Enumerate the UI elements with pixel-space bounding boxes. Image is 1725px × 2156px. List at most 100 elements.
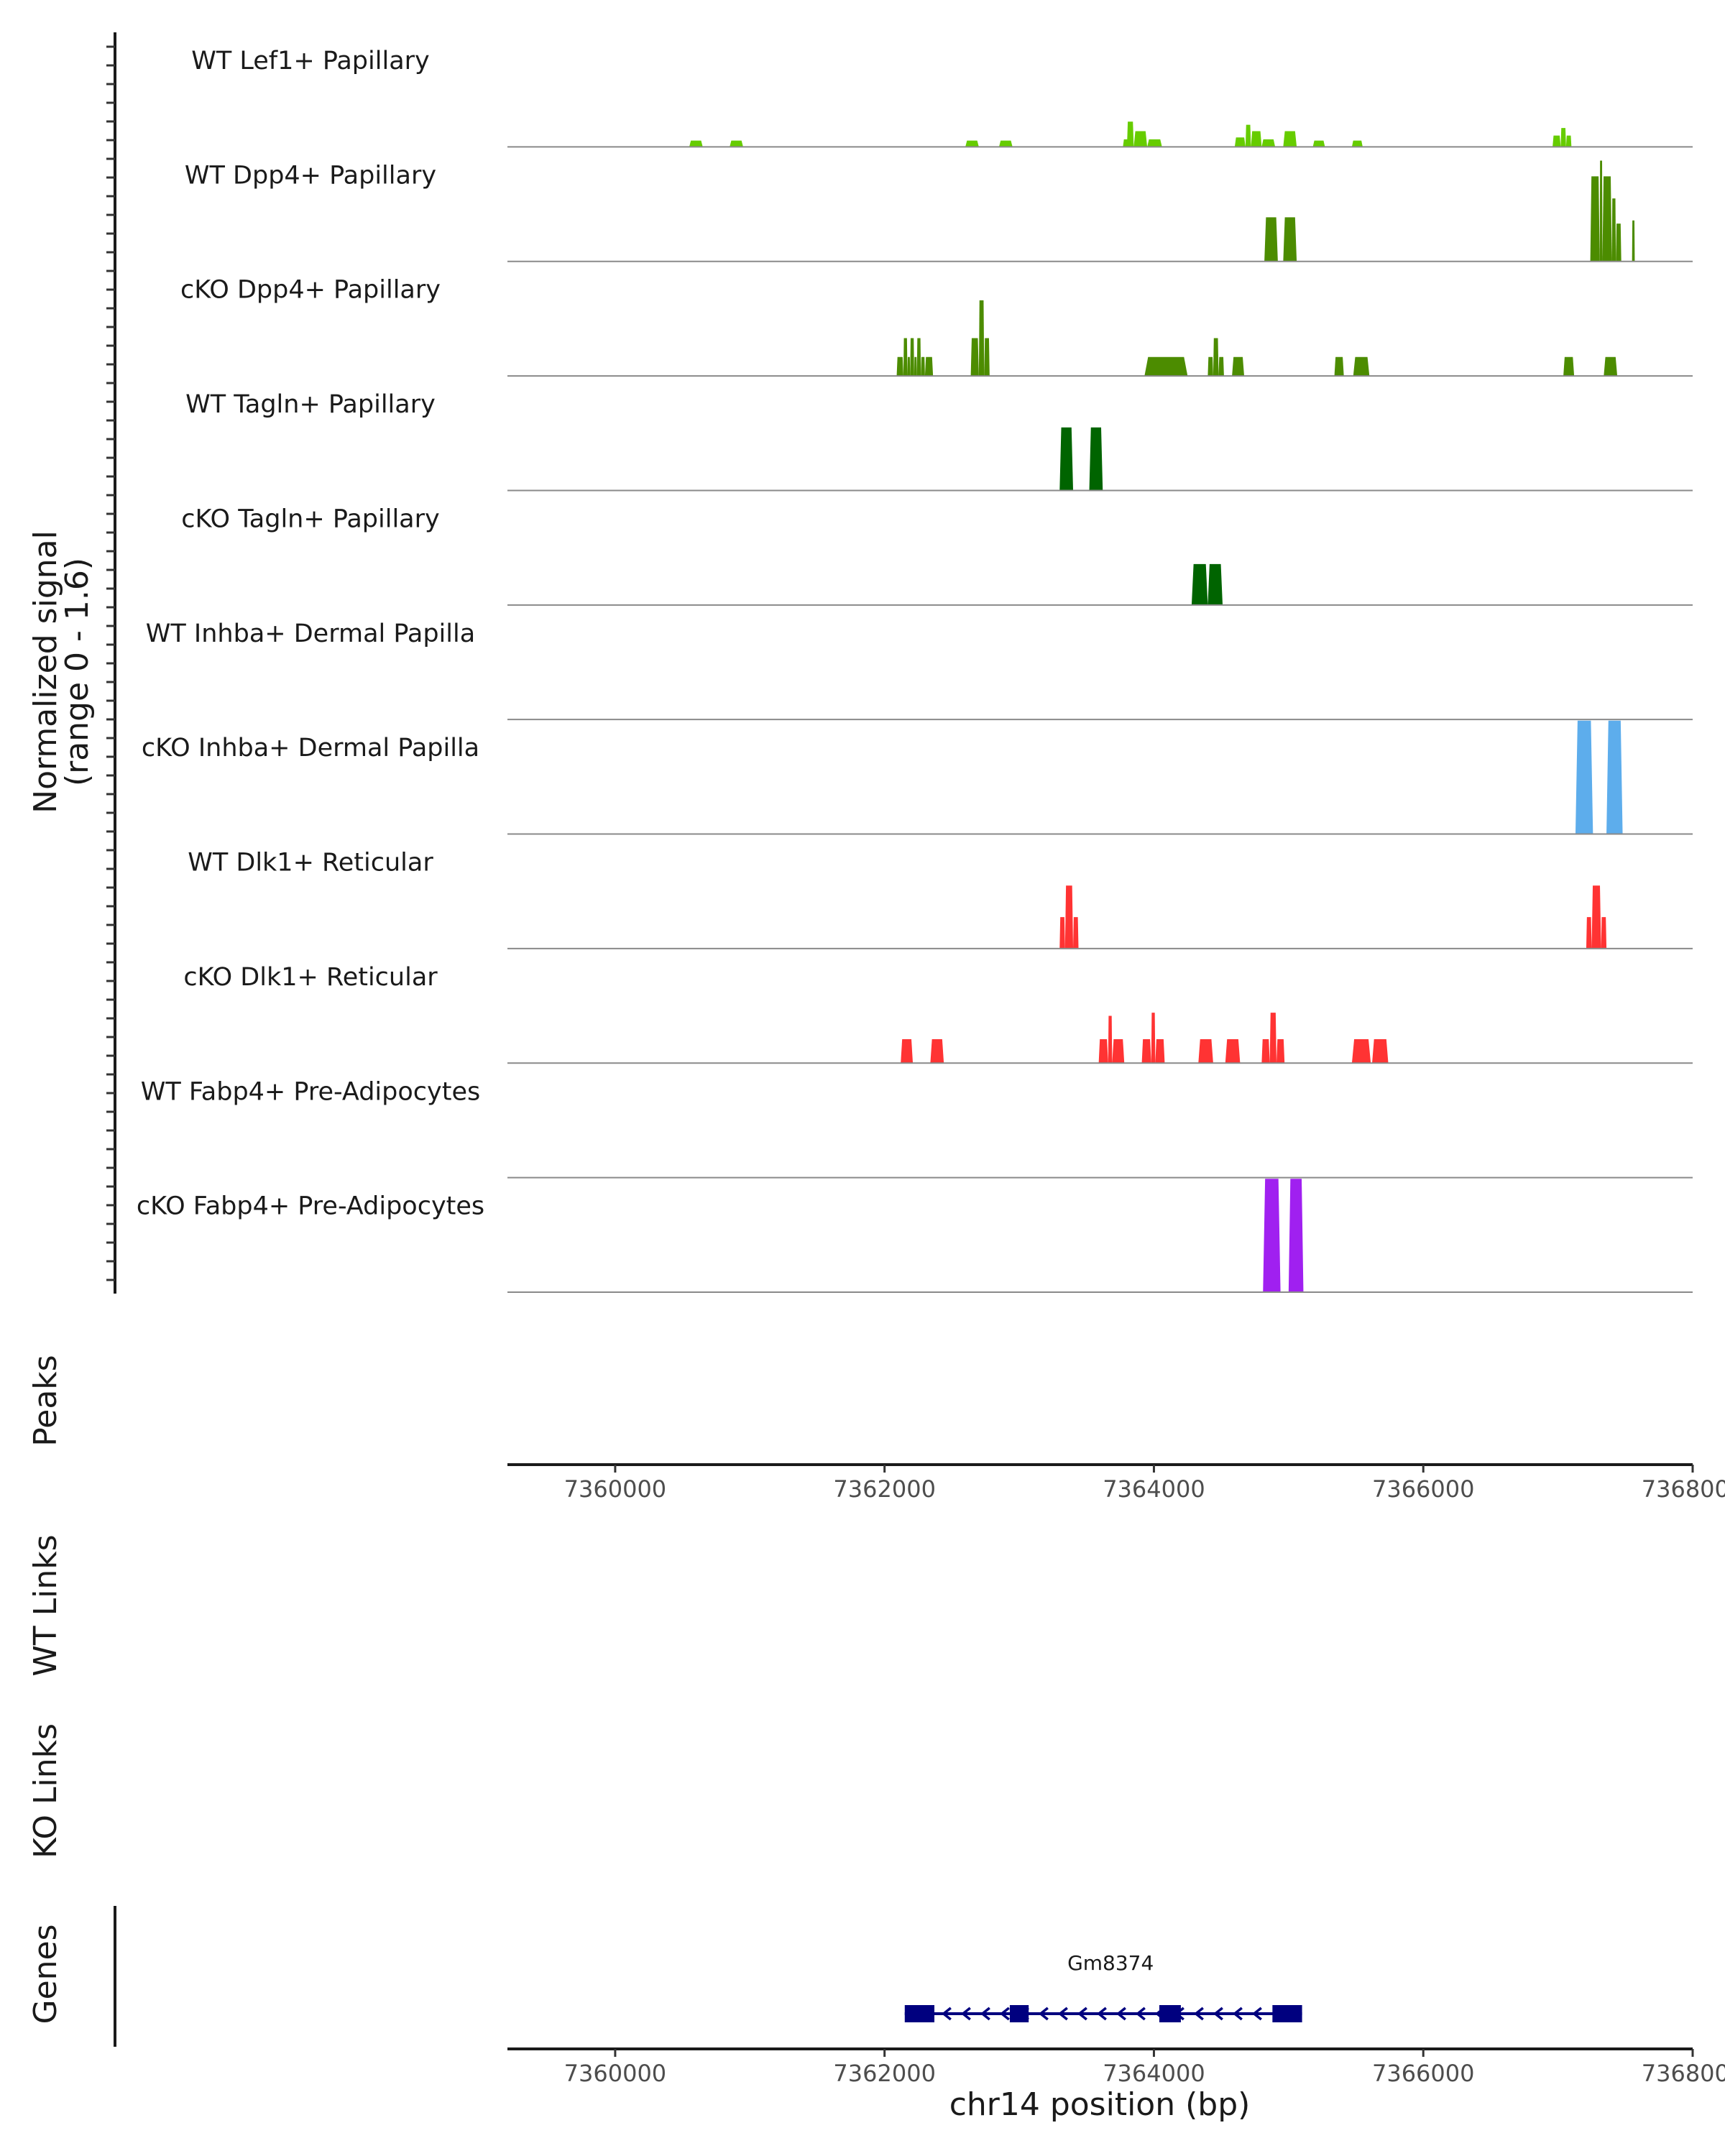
track-label: WT Dlk1+ Reticular xyxy=(188,849,433,877)
coverage-peak xyxy=(1611,198,1616,262)
panel-label-wt-links: WT Links xyxy=(27,1534,64,1676)
coverage-peak xyxy=(1155,1038,1165,1064)
panel-label-genes: Genes xyxy=(27,1924,64,2024)
track-label: WT Inhba+ Dermal Papilla xyxy=(146,619,475,648)
strand-arrow xyxy=(1232,2007,1243,2021)
coverage-peak xyxy=(689,140,703,147)
coverage-peak xyxy=(1599,160,1603,262)
track: cKO Fabp4+ Pre-Adipocytes xyxy=(137,1179,1693,1293)
coverage-peak xyxy=(914,356,917,377)
coverage-peak xyxy=(1133,131,1148,147)
panel-label-ko-links: KO Links xyxy=(27,1723,64,1858)
coverage-peak xyxy=(1208,356,1213,377)
coverage-peak xyxy=(1147,139,1162,147)
track: WT Fabp4+ Pre-Adipocytes xyxy=(141,1077,1693,1179)
x-tick-label: 7366000 xyxy=(1372,2060,1475,2087)
y-axis-range: (range 0 - 1.6) xyxy=(59,558,96,786)
gene-track: Gm8374 xyxy=(904,1951,1302,2022)
gene-exon xyxy=(1009,2005,1029,2022)
coverage-peak xyxy=(1351,140,1363,147)
gene-model: Gm8374 xyxy=(904,1951,1302,2022)
x-tick-label: 7362000 xyxy=(833,2060,936,2087)
strand-arrow xyxy=(1213,2007,1223,2021)
coverage-peak xyxy=(1616,224,1622,262)
coverage-peak xyxy=(1198,1038,1213,1064)
coverage-peak xyxy=(1264,217,1278,262)
coverage-peak xyxy=(1112,1038,1125,1064)
coverage-peak xyxy=(924,356,934,377)
coverage-peak xyxy=(1213,338,1219,377)
track-label: WT Lef1+ Papillary xyxy=(191,47,430,75)
panel-label-genes-text: Genes xyxy=(27,1924,64,2024)
coverage-peak xyxy=(1218,356,1224,377)
track-label: cKO Dlk1+ Reticular xyxy=(183,963,438,992)
track-label: WT Dpp4+ Papillary xyxy=(185,161,436,190)
panel-label-peaks-text: Peaks xyxy=(27,1355,64,1446)
coverage-peak xyxy=(1560,128,1566,147)
coverage-peak xyxy=(1283,131,1297,147)
coverage-peak xyxy=(1565,135,1572,147)
coverage-peak xyxy=(1064,885,1074,949)
gene-exon xyxy=(904,2005,935,2022)
x-tick-label: 7364000 xyxy=(1103,2060,1205,2087)
track: cKO Dpp4+ Papillary xyxy=(180,276,1693,377)
coverage-peak xyxy=(730,140,743,147)
x-tick-label: 7360000 xyxy=(564,1475,667,1503)
coverage-peak xyxy=(1144,356,1188,377)
coverage-peak xyxy=(1191,563,1208,605)
coverage-peak xyxy=(1372,1038,1389,1064)
y-axis-title-line2: (range 0 - 1.6) xyxy=(59,558,96,786)
strand-arrow xyxy=(999,2007,1010,2021)
coverage-peak xyxy=(965,140,979,147)
coverage-peak xyxy=(1263,1179,1281,1292)
coverage-tracks: WT Lef1+ Papillary WT Dpp4+ Papillary cKO … xyxy=(137,47,1693,1293)
strand-arrow xyxy=(1251,2007,1262,2021)
coverage-peak xyxy=(901,1038,914,1064)
coverage-peak xyxy=(1232,356,1245,377)
track-label: cKO Inhba+ Dermal Papilla xyxy=(142,734,479,763)
strand-arrow xyxy=(1096,2007,1107,2021)
coverage-peak xyxy=(1552,135,1561,147)
coverage-peak xyxy=(907,356,911,377)
gene-exon xyxy=(1272,2005,1302,2022)
coverage-peak xyxy=(978,300,985,377)
gene-name-label: Gm8374 xyxy=(1067,1951,1154,1975)
coverage-peak xyxy=(998,140,1013,147)
coverage-peak xyxy=(1604,356,1618,377)
coverage-peak xyxy=(1251,131,1262,147)
strand-arrow xyxy=(960,2007,971,2021)
coverage-peak xyxy=(1283,217,1297,262)
coverage-peak xyxy=(1288,1179,1304,1292)
coverage-peak xyxy=(930,1038,944,1064)
coverage-peak xyxy=(1126,121,1134,147)
strand-arrow xyxy=(980,2007,990,2021)
coverage-peak xyxy=(1334,356,1344,377)
coverage-peak xyxy=(1098,1038,1108,1064)
x-axis-title: chr14 position (bp) xyxy=(949,2086,1251,2123)
strand-arrow xyxy=(1057,2007,1068,2021)
coverage-peak xyxy=(1108,1015,1113,1064)
strand-arrow xyxy=(1135,2007,1146,2021)
track: WT Dlk1+ Reticular xyxy=(188,849,1693,949)
panel-label-ko-links-text: KO Links xyxy=(27,1723,64,1858)
track-label: cKO Fabp4+ Pre-Adipocytes xyxy=(137,1192,484,1221)
x-tick-label: 7362000 xyxy=(833,1475,936,1503)
track-label: WT Tagln+ Papillary xyxy=(185,390,436,419)
coverage-peak xyxy=(896,356,903,377)
coverage-peak xyxy=(1591,885,1601,949)
coverage-peak xyxy=(1089,427,1103,491)
track: WT Lef1+ Papillary xyxy=(191,47,1693,148)
gene-exon xyxy=(1159,2005,1181,2022)
strand-arrow xyxy=(1193,2007,1204,2021)
x-tick-label: 7368000 xyxy=(1642,2060,1725,2087)
track: cKO Inhba+ Dermal Papilla xyxy=(142,720,1693,835)
track: WT Inhba+ Dermal Papilla xyxy=(146,619,1693,721)
coverage-peak xyxy=(1632,220,1635,262)
coverage-peak xyxy=(1208,563,1223,605)
coverage-peak xyxy=(1353,356,1370,377)
panel-label-peaks: Peaks xyxy=(27,1355,64,1446)
coverage-peak xyxy=(970,338,979,377)
genes-x-axis: 7360000 7362000 7364000 7366000 7368000 xyxy=(507,2047,1725,2087)
coverage-peak xyxy=(1269,1013,1276,1064)
